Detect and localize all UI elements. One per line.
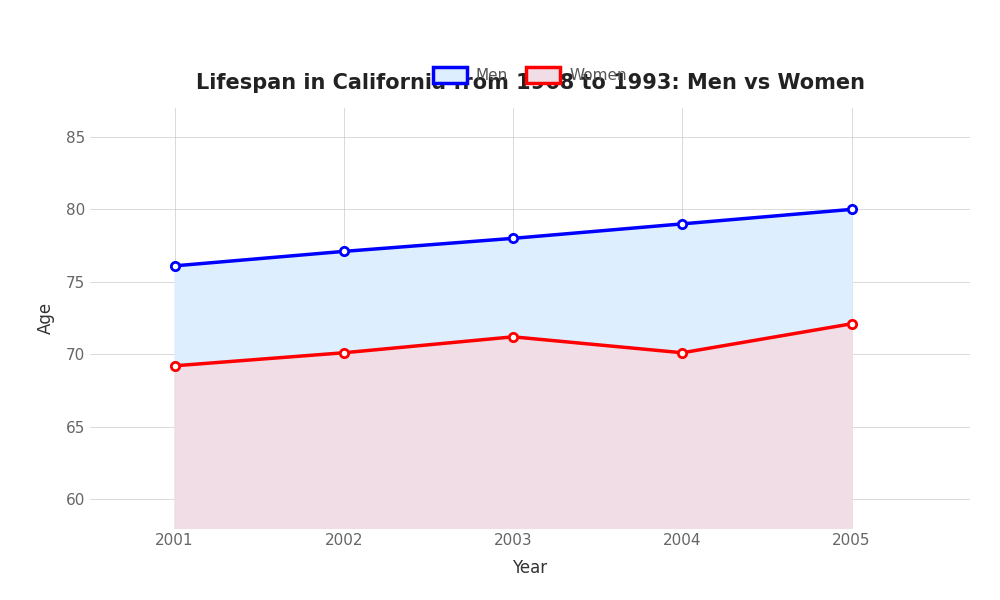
- X-axis label: Year: Year: [512, 559, 548, 577]
- Legend: Men, Women: Men, Women: [427, 61, 633, 89]
- Title: Lifespan in California from 1968 to 1993: Men vs Women: Lifespan in California from 1968 to 1993…: [196, 73, 864, 92]
- Y-axis label: Age: Age: [37, 302, 55, 334]
